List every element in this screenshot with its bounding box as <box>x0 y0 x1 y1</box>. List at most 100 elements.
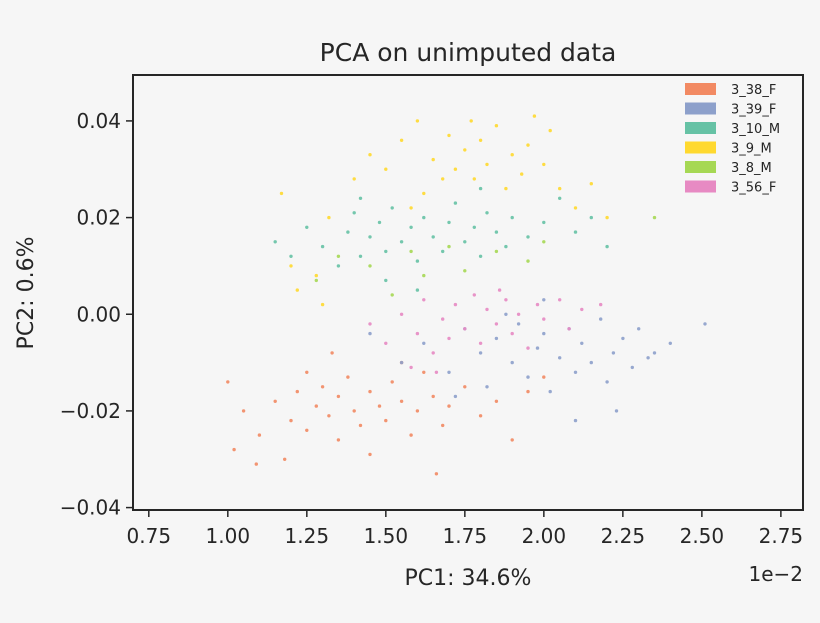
point-3_9_M-28 <box>605 215 609 220</box>
point-3_9_M-27 <box>589 182 593 186</box>
point-3_10_M-35 <box>358 196 363 200</box>
point-3_56_F-10 <box>472 293 476 297</box>
point-3_10_M-18 <box>447 220 451 225</box>
point-3_38_F-17 <box>377 404 382 408</box>
point-3_9_M-6 <box>368 153 372 157</box>
x-tick-label: 1.00 <box>206 524 251 548</box>
point-3_38_F-2 <box>257 433 262 437</box>
point-3_38_F-16 <box>368 389 372 394</box>
point-3_10_M-34 <box>415 288 420 292</box>
point-3_56_F-22 <box>580 307 584 312</box>
point-3_9_M-11 <box>441 177 445 181</box>
point-3_39_F-13 <box>548 389 552 394</box>
x-tick-label: 2.25 <box>601 524 646 548</box>
point-3_56_F-18 <box>535 302 540 307</box>
x-tick-label: 1.25 <box>285 524 330 548</box>
point-3_56_F-12 <box>485 307 489 312</box>
point-3_10_M-31 <box>589 215 593 220</box>
chart-title: PCA on unimputed data <box>320 38 617 67</box>
point-3_10_M-33 <box>384 278 388 283</box>
point-3_10_M-24 <box>494 230 499 234</box>
point-3_39_F-16 <box>573 370 578 374</box>
point-3_38_F-20 <box>399 399 404 403</box>
point-3_38_F-13 <box>346 375 350 379</box>
y-axis-ticks: 0.04 0.02 0.00 −0.02 −0.04 <box>60 109 133 520</box>
point-3_10_M-11 <box>390 206 394 210</box>
point-3_56_F-25 <box>434 370 439 374</box>
point-3_38_F-24 <box>431 394 435 399</box>
point-3_56_F-11 <box>478 341 483 345</box>
point-3_56_F-21 <box>567 327 571 331</box>
point-3_39_F-29 <box>614 409 619 413</box>
point-3_56_F-8 <box>453 302 458 307</box>
point-3_10_M-3 <box>320 244 325 249</box>
x-tick-label: 2.00 <box>522 524 567 548</box>
point-3_9_M-8 <box>399 138 404 142</box>
point-3_9_M-30 <box>422 191 426 196</box>
point-3_10_M-5 <box>346 230 350 234</box>
point-3_10_M-6 <box>352 211 356 215</box>
point-3_38_F-0 <box>226 380 230 384</box>
point-3_9_M-3 <box>314 273 318 278</box>
point-3_39_F-30 <box>573 418 578 423</box>
point-3_8_M-11 <box>652 215 657 220</box>
point-3_56_F-13 <box>494 322 499 326</box>
legend-swatch-3_8_M <box>685 161 716 173</box>
point-3_56_F-7 <box>447 336 451 341</box>
point-3_9_M-14 <box>463 148 467 152</box>
point-3_10_M-10 <box>384 249 388 254</box>
point-3_38_F-14 <box>352 409 356 413</box>
point-3_39_F-1 <box>399 360 404 365</box>
point-3_38_F-35 <box>434 472 439 476</box>
point-3_9_M-2 <box>295 288 299 292</box>
point-3_10_M-9 <box>377 220 382 225</box>
point-3_10_M-12 <box>399 240 404 244</box>
point-3_39_F-23 <box>630 365 634 370</box>
legend-swatch-3_56_F <box>685 180 716 193</box>
point-3_38_F-4 <box>289 418 293 423</box>
x-tick-label: 0.75 <box>127 524 172 548</box>
point-3_8_M-6 <box>447 244 451 249</box>
legend-label-3_38_F: 3_38_F <box>731 83 776 98</box>
point-3_10_M-20 <box>463 240 467 244</box>
x-axis-ticks: 0.75 1.00 1.25 1.50 1.75 2.00 2.25 2.50 2.75 <box>127 510 803 548</box>
point-3_39_F-26 <box>652 351 657 355</box>
point-3_38_F-7 <box>305 428 309 432</box>
y-tick-label: −0.02 <box>60 399 121 423</box>
point-3_10_M-17 <box>441 249 445 254</box>
point-3_38_F-12 <box>336 438 341 442</box>
point-3_56_F-23 <box>599 302 603 307</box>
point-3_9_M-25 <box>558 186 562 191</box>
point-3_10_M-21 <box>472 225 476 229</box>
point-3_56_F-6 <box>441 317 445 321</box>
point-3_38_F-30 <box>510 438 514 442</box>
point-3_56_F-1 <box>384 341 388 345</box>
point-3_10_M-32 <box>605 244 609 249</box>
point-3_10_M-29 <box>558 196 562 200</box>
point-3_9_M-1 <box>289 264 293 268</box>
point-3_10_M-1 <box>289 254 293 258</box>
y-tick-label: 0.00 <box>76 302 121 326</box>
point-3_10_M-25 <box>504 244 508 249</box>
point-3_9_M-16 <box>478 138 483 142</box>
point-3_38_F-26 <box>447 404 451 408</box>
point-3_56_F-15 <box>510 331 514 336</box>
point-3_38_F-29 <box>494 399 499 403</box>
point-3_39_F-10 <box>526 375 530 379</box>
point-3_39_F-12 <box>542 331 546 336</box>
point-3_9_M-22 <box>526 143 530 147</box>
point-3_56_F-24 <box>409 365 413 370</box>
legend-swatch-3_38_F <box>685 83 716 95</box>
point-3_39_F-2 <box>422 341 426 345</box>
point-3_9_M-4 <box>327 215 331 220</box>
point-3_38_F-25 <box>441 423 445 428</box>
point-3_39_F-33 <box>453 394 458 399</box>
point-3_10_M-2 <box>305 225 309 229</box>
point-3_10_M-13 <box>409 225 413 229</box>
point-3_10_M-22 <box>478 254 483 258</box>
point-3_10_M-28 <box>542 220 546 225</box>
point-3_8_M-9 <box>526 259 530 263</box>
legend: 3_38_F 3_39_F 3_10_M 3_9_M 3_8_M 3_56_F <box>685 83 780 196</box>
point-3_39_F-17 <box>580 341 584 345</box>
